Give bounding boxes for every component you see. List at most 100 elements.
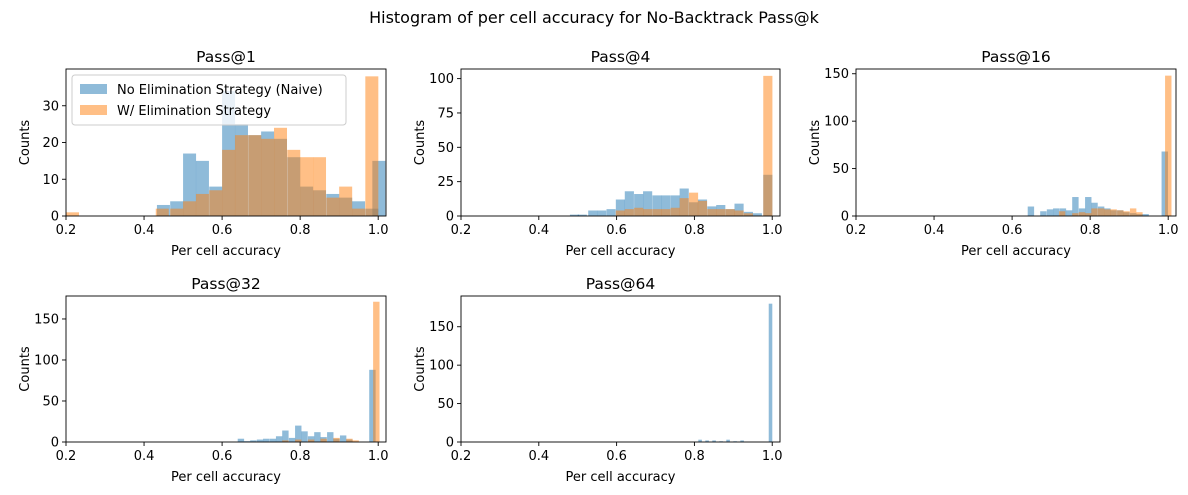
y-tick-label: 30: [42, 99, 59, 114]
y-tick-label: 75: [437, 106, 454, 121]
x-tick-label: 0.8: [1080, 223, 1101, 238]
bar-elim-17: [365, 76, 379, 216]
bar-naive-0: [237, 438, 245, 442]
bar-naive-14: [327, 432, 334, 442]
x-tick-label: 1.0: [762, 223, 783, 238]
x-tick-label: 0.2: [56, 223, 77, 238]
y-tick-label: 10: [42, 173, 59, 188]
subplot-title: Pass@4: [591, 48, 651, 66]
y-axis-label: Counts: [18, 346, 33, 392]
x-tick-label: 0.6: [606, 449, 627, 464]
bar-naive-8: [288, 437, 296, 442]
x-axis-label: Per cell accuracy: [961, 244, 1071, 259]
bar-elim-8: [688, 192, 699, 216]
bar-elim-1: [1072, 213, 1079, 216]
bar-elim-3: [643, 209, 653, 216]
bar-naive-6: [1072, 197, 1079, 216]
bar-naive-9: [295, 425, 302, 442]
y-tick-label: 25: [437, 175, 454, 190]
x-tick-label: 0.4: [134, 449, 155, 464]
subplot-5: 0.2 0.4 0.6 0.8 1.0 0 50 100 150 Pass@64 Per cell …: [413, 275, 783, 485]
y-tick-label: 100: [34, 353, 59, 368]
bar-naive-5: [615, 199, 625, 216]
y-tick-label: 150: [34, 312, 59, 327]
x-tick-label: 1.0: [762, 449, 783, 464]
x-axis-label: Per cell accuracy: [565, 244, 675, 259]
bar-naive-1: [1040, 211, 1047, 216]
subplot-title: Pass@32: [191, 275, 261, 293]
bar-naive-18: [1161, 151, 1168, 216]
bar-naive-0: [569, 214, 580, 216]
subplot-title: Pass@1: [196, 48, 256, 66]
bar-naive-0: [1027, 206, 1035, 216]
x-tick-label: 0.6: [212, 223, 233, 238]
y-axis-label: Counts: [413, 120, 428, 166]
bar-elim-1: [624, 209, 634, 216]
bar-naive-7: [1078, 208, 1086, 216]
bar-elim-0: [615, 210, 625, 216]
bar-naive-0: [698, 439, 702, 442]
y-tick-label: 50: [437, 397, 454, 412]
bar-naive-10: [661, 195, 671, 216]
x-tick-label: 0.4: [924, 223, 945, 238]
bar-elim-14: [743, 213, 753, 216]
legend-label: No Elimination Strategy (Naive): [117, 83, 323, 98]
bar-elim-5: [661, 209, 671, 216]
bar-elim-13: [734, 210, 744, 216]
x-tick-label: 0.8: [684, 449, 705, 464]
y-axis-label: Counts: [18, 120, 33, 166]
bar-naive-7: [768, 303, 773, 442]
bar-elim-3: [320, 438, 327, 442]
bar-naive-18: [369, 369, 376, 442]
bar-naive-16: [339, 435, 347, 442]
y-tick-label: 150: [824, 67, 849, 82]
bar-elim-16: [352, 208, 366, 216]
bar-naive-2: [1046, 209, 1054, 216]
legend-swatch-elim: [80, 105, 107, 115]
bar-elim-2: [170, 208, 184, 216]
bar-naive-6: [740, 440, 744, 442]
bar-naive-7: [282, 430, 289, 442]
bar-elim-0: [1058, 211, 1066, 216]
x-tick-label: 0.4: [528, 223, 549, 238]
legend-box: [71, 74, 347, 126]
y-tick-label: 20: [42, 136, 59, 151]
bar-naive-2: [712, 440, 716, 442]
legend-label: W/ Elimination Strategy: [117, 104, 271, 119]
bar-elim-0: [66, 212, 79, 216]
bar-elim-1: [295, 439, 302, 442]
bar-naive-10: [301, 431, 308, 442]
x-tick-label: 0.6: [212, 449, 233, 464]
x-tick-label: 0.6: [1002, 223, 1023, 238]
x-axis-label: Per cell accuracy: [171, 470, 281, 485]
subplot-title: Pass@64: [586, 275, 656, 293]
bar-elim-1: [155, 208, 169, 216]
bar-elim-14: [326, 197, 340, 217]
x-tick-label: 0.6: [606, 223, 627, 238]
x-tick-label: 0.8: [290, 449, 311, 464]
subplot-3: 0.2 0.4 0.6 0.8 1.0 0 50 100 150 Pass@16 Per cell …: [808, 48, 1179, 259]
bar-elim-15: [763, 75, 773, 217]
bar-elim-3: [1085, 213, 1092, 216]
bar-naive-9: [652, 195, 662, 216]
y-tick-label: 100: [824, 115, 849, 130]
bar-naive-3: [1053, 208, 1060, 216]
bar-elim-15: [339, 186, 353, 216]
subplot-title: Pass@16: [981, 48, 1051, 66]
bar-elim-12: [1165, 75, 1172, 216]
legend-swatch-naive: [80, 84, 107, 94]
bar-naive-3: [597, 210, 607, 216]
y-tick-label: 0: [841, 210, 849, 225]
bar-elim-10: [1129, 208, 1137, 216]
bar-naive-1: [705, 440, 709, 442]
bar-naive-11: [307, 436, 315, 442]
bar-naive-5: [1065, 210, 1073, 216]
y-tick-label: 50: [832, 162, 849, 177]
bar-naive-6: [624, 191, 634, 216]
x-axis-label: Per cell accuracy: [171, 244, 281, 259]
bar-naive-1: [577, 214, 587, 216]
bar-elim-10: [707, 209, 717, 216]
bar-naive-17: [1142, 214, 1149, 216]
bar-naive-8: [643, 191, 653, 216]
